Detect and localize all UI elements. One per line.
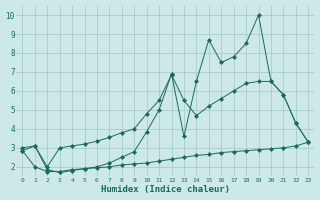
X-axis label: Humidex (Indice chaleur): Humidex (Indice chaleur)	[101, 185, 230, 194]
